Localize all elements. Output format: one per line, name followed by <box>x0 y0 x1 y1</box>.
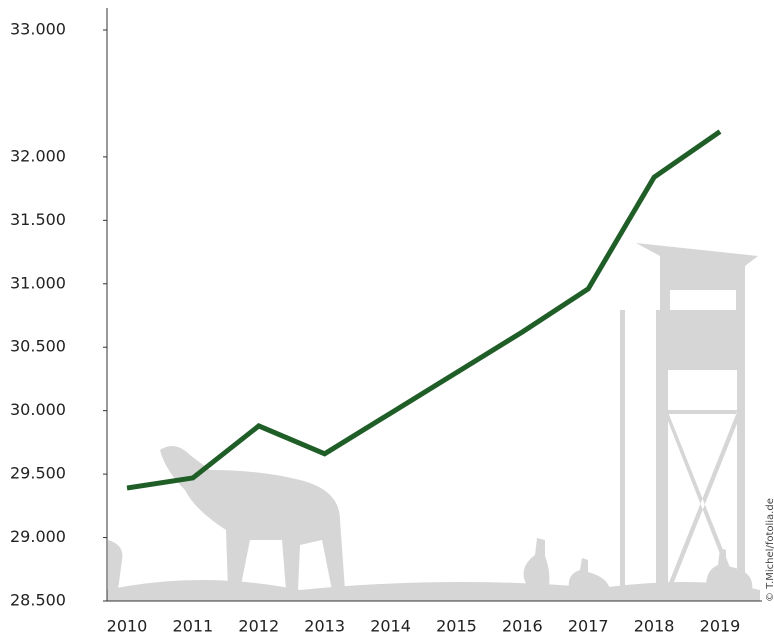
y-tick-label: 33.000 <box>10 20 66 39</box>
y-tick-label: 30.000 <box>10 400 66 419</box>
x-tick-label: 2014 <box>370 617 411 636</box>
background-illustration <box>107 243 760 601</box>
y-tick-label: 32.000 <box>10 146 66 165</box>
y-tick-label: 29.500 <box>10 464 66 483</box>
y-tick-label: 28.500 <box>10 591 66 610</box>
x-tick-label: 2011 <box>173 617 214 636</box>
data-line <box>126 129 722 491</box>
y-tick-label: 30.500 <box>10 337 66 356</box>
x-tick-label: 2016 <box>502 617 543 636</box>
x-tick-label: 2017 <box>568 617 609 636</box>
y-tick-label: 29.000 <box>10 527 66 546</box>
y-tick-label: 31.500 <box>10 210 66 229</box>
x-tick-label: 2012 <box>238 617 279 636</box>
x-tick-label: 2015 <box>436 617 477 636</box>
y-tick-label: 31.000 <box>10 273 66 292</box>
x-tick-label: 2018 <box>634 617 675 636</box>
credit: © T.Michel/fotolia.de <box>765 498 774 602</box>
x-tick-label: 2010 <box>107 617 148 636</box>
x-tick-label: 2019 <box>700 617 741 636</box>
x-tick-label: 2013 <box>304 617 345 636</box>
